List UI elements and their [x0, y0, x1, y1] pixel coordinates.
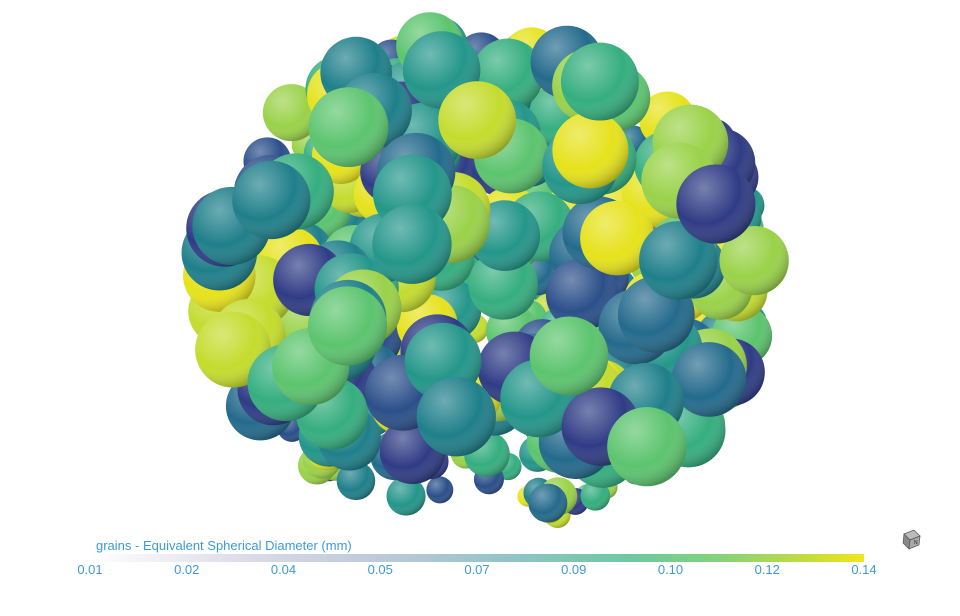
- colorbar-tick: 0.07: [464, 562, 490, 577]
- grain-shading: [639, 221, 718, 300]
- grain-shading: [426, 476, 454, 504]
- colorbar-tick: 0.12: [754, 562, 780, 577]
- grain-shading: [607, 406, 687, 487]
- grain-shading: [372, 204, 452, 284]
- grain-shading: [336, 461, 376, 501]
- colorbar: [90, 554, 864, 562]
- grain-shading: [416, 377, 496, 457]
- colorbar-tick: 0.10: [657, 562, 684, 577]
- colorbar-tick: 0.02: [174, 562, 200, 577]
- grain-shading: [308, 87, 389, 168]
- grain-shading: [719, 225, 789, 296]
- grain-shading: [671, 342, 747, 417]
- grain-shading: [438, 81, 516, 159]
- grain-shading: [580, 480, 611, 511]
- cube-face-label: N: [914, 540, 918, 546]
- grain-shading: [676, 164, 756, 244]
- grain-shading: [560, 42, 639, 121]
- grain-cluster: [181, 12, 789, 528]
- colorbar-tick: 0.05: [367, 562, 393, 577]
- colorbar-tick: 0.14: [851, 562, 877, 577]
- grain-shading: [307, 286, 388, 366]
- grain-shading: [232, 160, 311, 240]
- colorbar-tick: 0.04: [270, 562, 297, 577]
- grain-shading: [545, 258, 619, 331]
- grain-shading: [552, 112, 629, 189]
- grain-shading: [468, 250, 538, 320]
- grain-shading: [386, 476, 426, 516]
- orientation-cube-icon[interactable]: N: [900, 528, 922, 550]
- grain-shading: [580, 200, 655, 276]
- colorbar-tick: 0.01: [77, 562, 103, 577]
- colorbar-tick: 0.09: [561, 562, 587, 577]
- grain-shading: [529, 316, 609, 396]
- grain-shading: [528, 483, 568, 523]
- grain-shading: [262, 84, 320, 142]
- legend-title: grains - Equivalent Spherical Diameter (…: [96, 538, 352, 553]
